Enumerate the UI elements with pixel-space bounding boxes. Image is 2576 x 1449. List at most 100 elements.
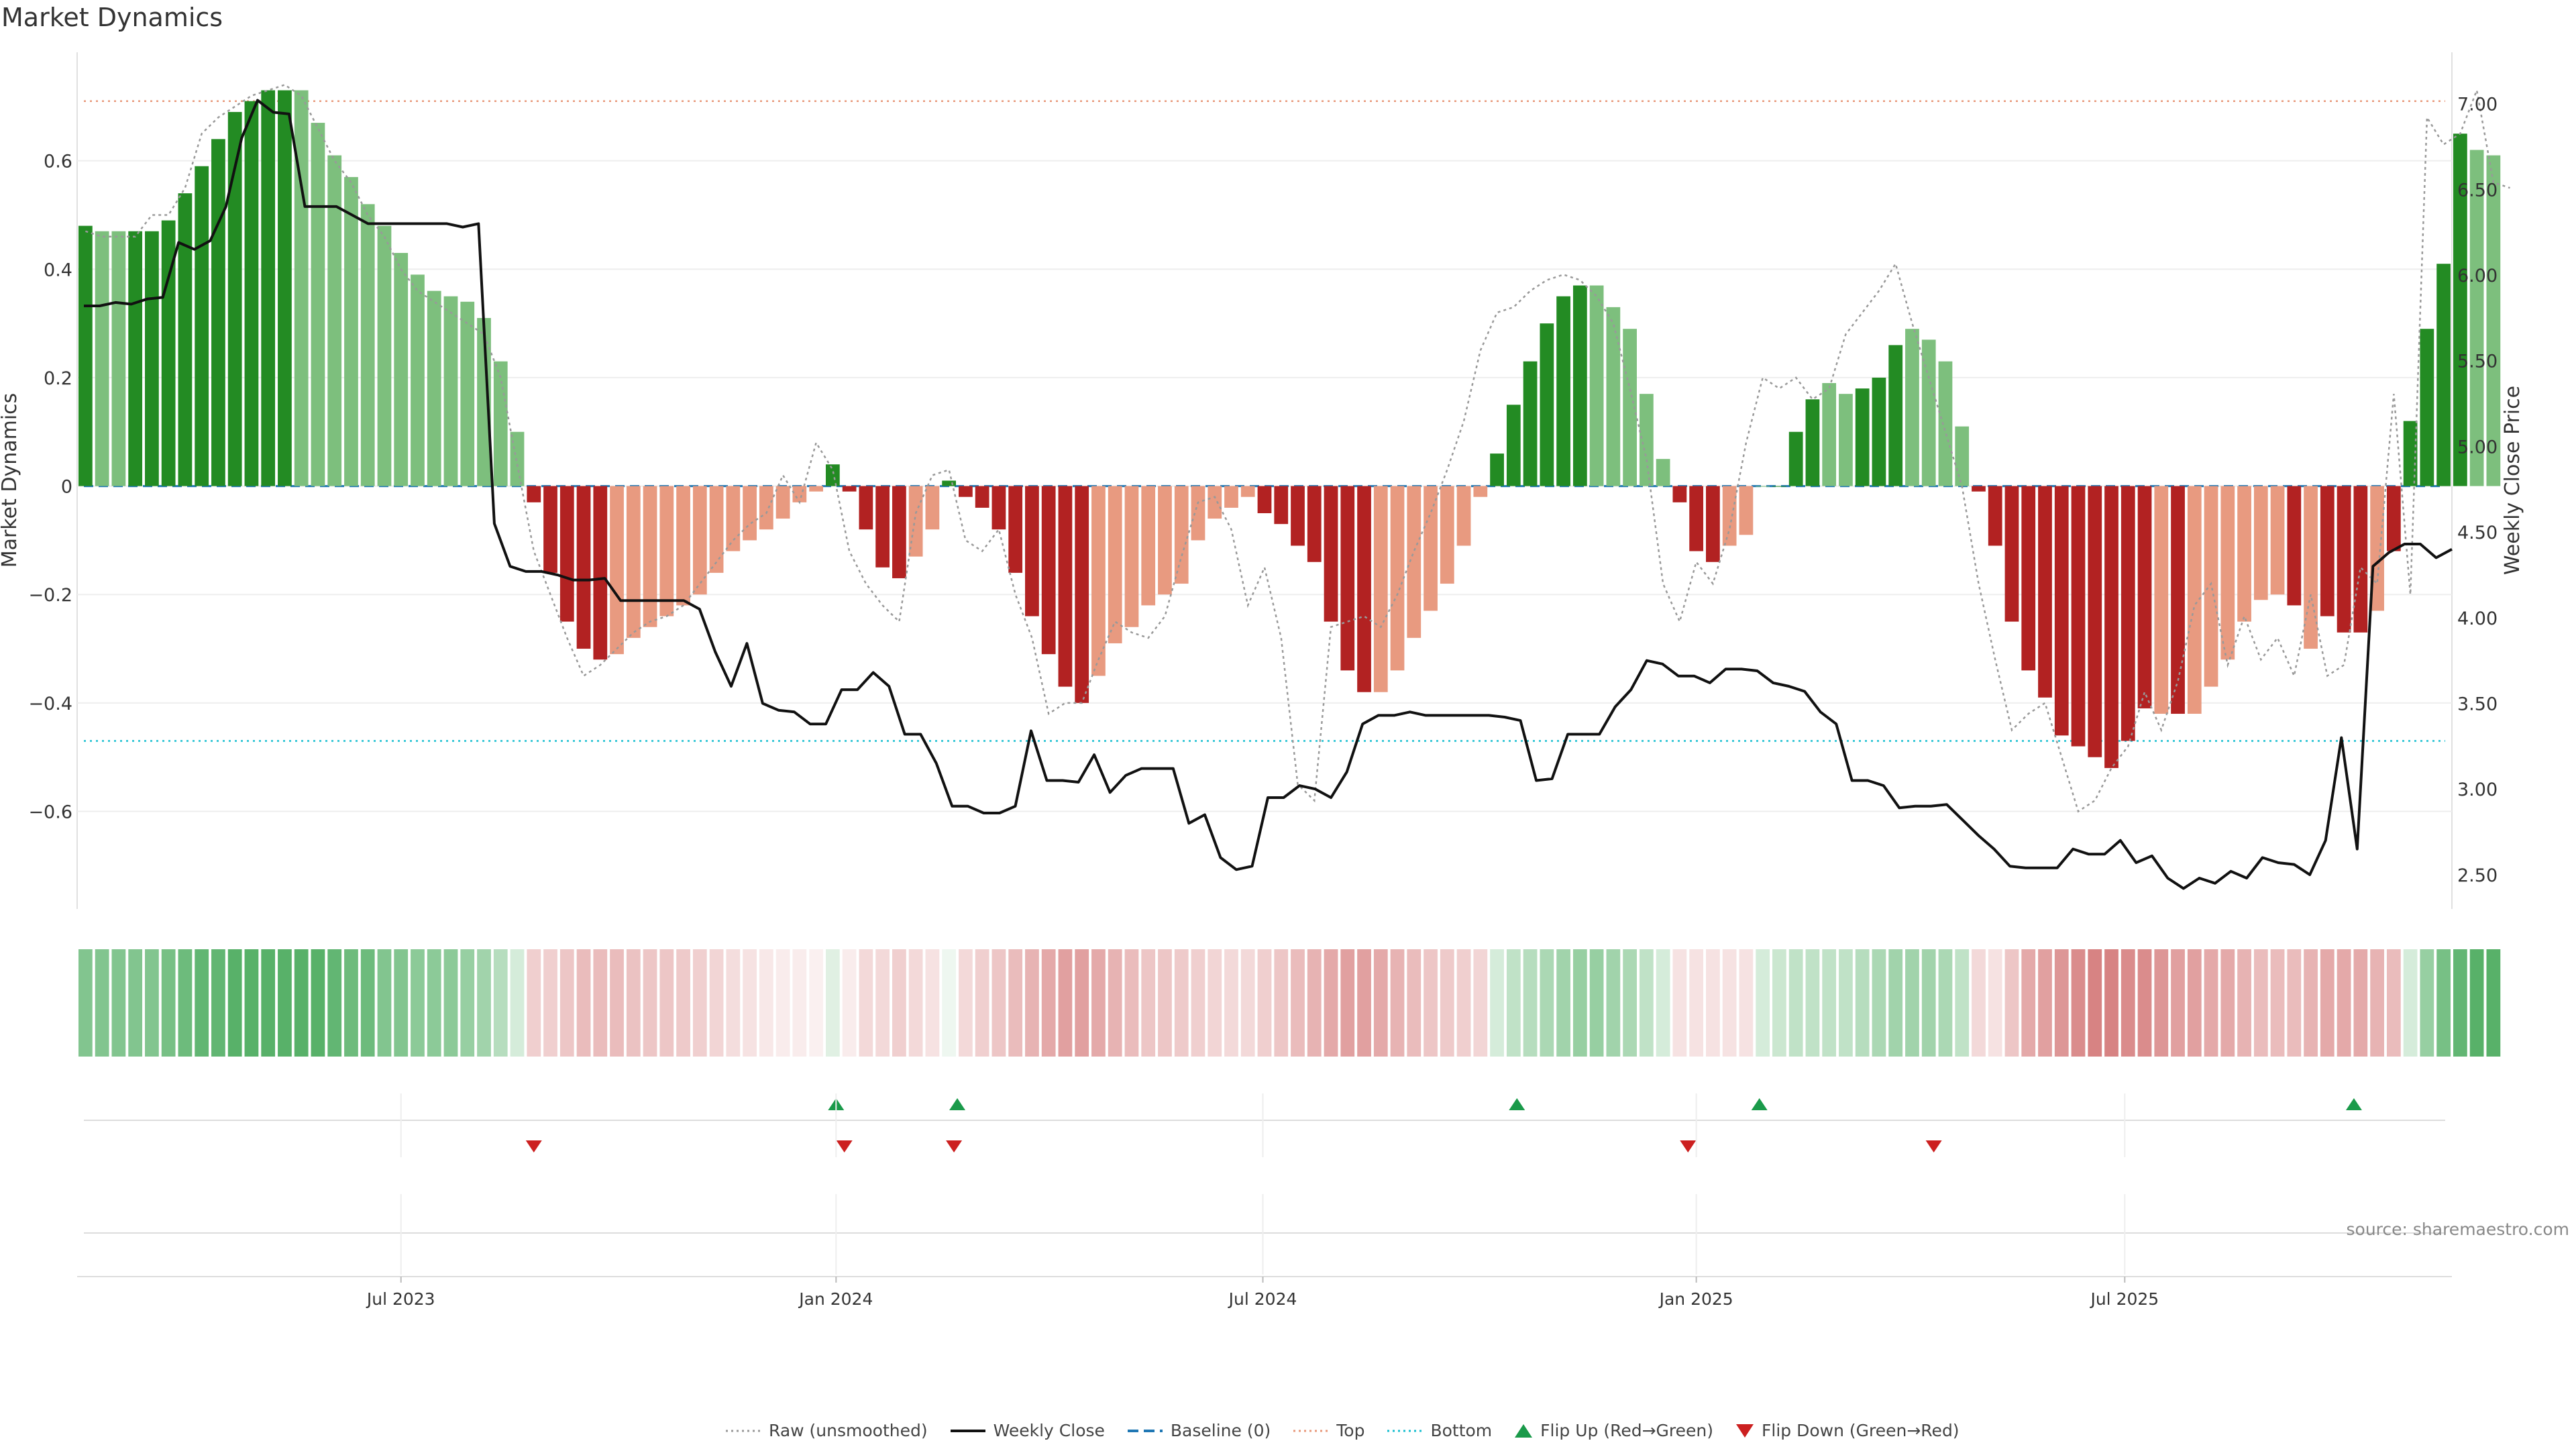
bar xyxy=(195,166,209,486)
bar xyxy=(1340,486,1355,671)
legend-item-top[interactable]: Top xyxy=(1292,1421,1364,1440)
heat-cell xyxy=(1805,949,1820,1057)
bar xyxy=(178,193,193,486)
bar xyxy=(1988,486,2002,546)
heat-cell xyxy=(709,949,724,1057)
bar xyxy=(2436,264,2451,486)
legend-item-flip-up[interactable]: Flip Up (Red→Green) xyxy=(1513,1421,1713,1440)
bar xyxy=(2304,486,2318,649)
heat-cell xyxy=(2220,949,2235,1057)
y2-axis-label: Weekly Close Price xyxy=(2501,386,2524,575)
heat-cell xyxy=(1822,949,1837,1057)
bar xyxy=(1606,307,1621,486)
y2-tick-label: 4.50 xyxy=(2457,523,2498,543)
heat-cell xyxy=(360,949,375,1057)
bar xyxy=(2071,486,2086,747)
flip-up-marker xyxy=(949,1098,966,1110)
bar xyxy=(111,231,126,486)
heat-cell xyxy=(178,949,193,1057)
y-tick-label: 0.4 xyxy=(44,260,72,280)
heat-cell xyxy=(2121,949,2135,1057)
heat-cell xyxy=(1041,949,1056,1057)
heat-cell xyxy=(543,949,557,1057)
x-tick-label: Jul 2024 xyxy=(1228,1289,1297,1309)
raw-series-line xyxy=(85,84,2510,813)
y-tick-label: 0.2 xyxy=(44,368,72,389)
heat-cell xyxy=(1921,949,1936,1057)
bar xyxy=(443,296,458,486)
heat-cell xyxy=(1523,949,1538,1057)
legend-item-flip-down[interactable]: Flip Down (Green→Red) xyxy=(1735,1421,1960,1440)
dotted-line-icon xyxy=(1293,1430,1329,1432)
heat-cell xyxy=(2320,949,2334,1057)
bar xyxy=(1540,323,1554,486)
heat-cell xyxy=(991,949,1006,1057)
bar xyxy=(892,486,906,578)
bar xyxy=(1424,486,1438,611)
heat-cell xyxy=(959,949,973,1057)
heat-cell xyxy=(643,949,657,1057)
bar xyxy=(1523,361,1538,486)
flip-down-marker xyxy=(525,1140,542,1152)
bar xyxy=(1224,486,1238,508)
legend-item-weekly-close[interactable]: Weekly Close xyxy=(949,1421,1105,1440)
y2-tick-label: 3.50 xyxy=(2457,694,2498,715)
heat-cell xyxy=(1208,949,1222,1057)
x-vertical-grid xyxy=(400,1093,2126,1275)
heat-cell xyxy=(145,949,159,1057)
heat-strip xyxy=(78,949,2501,1057)
bar xyxy=(311,123,325,486)
bar xyxy=(991,486,1006,530)
heat-cell xyxy=(95,949,109,1057)
heat-cell xyxy=(1656,949,1670,1057)
heat-cell xyxy=(1008,949,1023,1057)
heat-cell xyxy=(2287,949,2302,1057)
bar xyxy=(2054,486,2069,736)
y2-tick-label: 5.50 xyxy=(2457,352,2498,372)
y2-tick-label: 5.00 xyxy=(2457,437,2498,458)
bar xyxy=(1689,486,1704,551)
heat-cell xyxy=(1938,949,1953,1057)
heat-cell xyxy=(261,949,276,1057)
flip-up-marker xyxy=(1509,1098,1525,1110)
bar xyxy=(709,486,724,573)
bar xyxy=(576,486,591,649)
heat-cell xyxy=(692,949,707,1057)
heat-cell xyxy=(775,949,790,1057)
bar xyxy=(344,176,358,486)
legend-label: Baseline (0) xyxy=(1170,1421,1271,1440)
bar xyxy=(959,486,973,497)
bar xyxy=(278,90,292,486)
bottom-panel xyxy=(77,1232,2452,1277)
heat-cell xyxy=(2054,949,2069,1057)
bar xyxy=(460,301,475,486)
legend-item-baseline[interactable]: Baseline (0) xyxy=(1126,1421,1271,1440)
heat-cell xyxy=(559,949,574,1057)
bar xyxy=(2104,486,2118,768)
heat-cell xyxy=(1307,949,1322,1057)
bar xyxy=(1041,486,1056,655)
y-tick-label: 0 xyxy=(61,477,72,498)
bar xyxy=(626,486,641,638)
bar xyxy=(875,486,890,568)
bar xyxy=(825,464,840,486)
heat-cell xyxy=(211,949,225,1057)
bar xyxy=(244,101,259,486)
heat-cell xyxy=(2253,949,2268,1057)
bar xyxy=(1556,296,1570,486)
y2-tick-label: 2.50 xyxy=(2457,865,2498,886)
bar xyxy=(1756,486,1770,487)
heat-cell xyxy=(1390,949,1405,1057)
legend-label: Raw (unsmoothed) xyxy=(769,1421,928,1440)
legend-item-bottom[interactable]: Bottom xyxy=(1386,1421,1492,1440)
y-tick-label: −0.2 xyxy=(28,585,72,606)
heat-cell xyxy=(1224,949,1238,1057)
heat-cell xyxy=(676,949,690,1057)
legend-item-raw[interactable]: Raw (unsmoothed) xyxy=(724,1421,928,1440)
bar xyxy=(360,204,375,486)
bar xyxy=(1938,361,1953,486)
heat-cell xyxy=(1623,949,1637,1057)
heat-cell xyxy=(2370,949,2384,1057)
legend-label: Weekly Close xyxy=(993,1421,1105,1440)
heat-cell xyxy=(377,949,392,1057)
